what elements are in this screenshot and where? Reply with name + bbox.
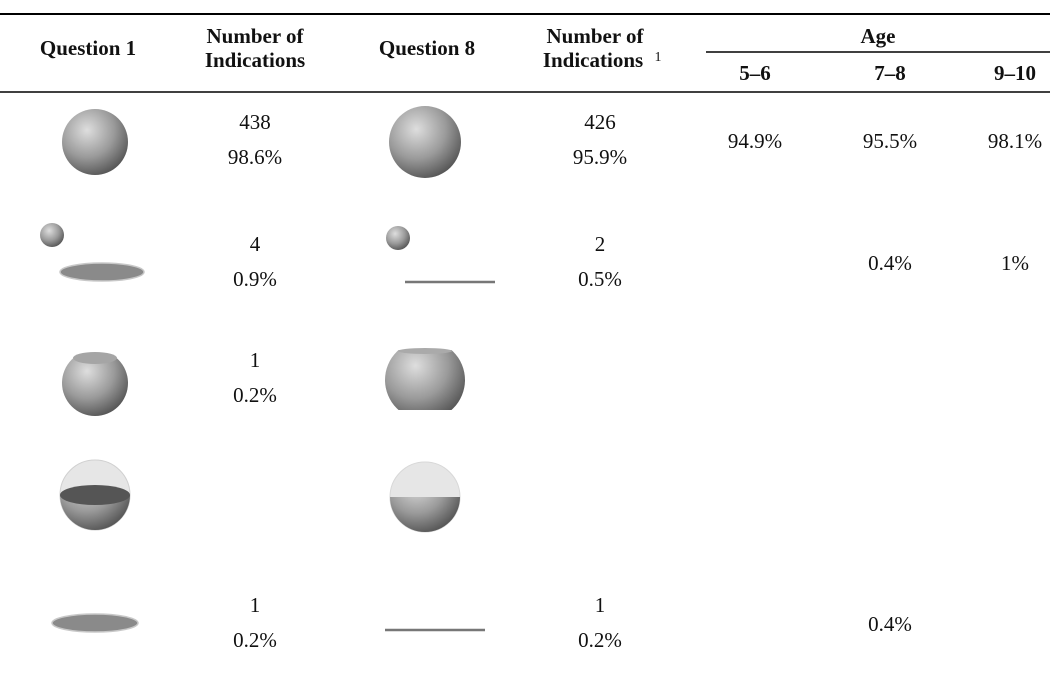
cell: 4 xyxy=(250,232,261,256)
disk xyxy=(51,613,139,633)
header-cell: Number of xyxy=(546,24,644,48)
cut-sphere xyxy=(62,357,128,416)
header-cell: Age xyxy=(861,24,896,48)
cell: 0.2% xyxy=(233,628,277,652)
small-sphere xyxy=(40,223,64,247)
cell: 1 xyxy=(595,593,606,617)
cell: 95.5% xyxy=(863,129,917,153)
hemisphere xyxy=(390,497,460,532)
cell: 1% xyxy=(1001,251,1029,275)
cut-face xyxy=(73,352,117,364)
sphere xyxy=(62,109,128,175)
cell: 2 xyxy=(595,232,606,256)
cell: 98.6% xyxy=(228,145,282,169)
disk xyxy=(59,262,145,282)
cell: 426 xyxy=(584,110,616,134)
header-cell: Indications xyxy=(543,48,643,72)
header-cell: Question 8 xyxy=(379,36,475,60)
barrel xyxy=(385,350,465,410)
sphere xyxy=(389,106,461,178)
cell: 0.4% xyxy=(868,251,912,275)
cut-face xyxy=(60,485,130,505)
cell: 1 xyxy=(250,593,261,617)
cell: 438 xyxy=(239,110,271,134)
footnote-mark: 1 xyxy=(655,50,662,65)
cell: 0.5% xyxy=(578,267,622,291)
header-cell: Number of xyxy=(206,24,304,48)
cell: 98.1% xyxy=(988,129,1042,153)
cell: 0.9% xyxy=(233,267,277,291)
cut-face xyxy=(398,348,452,354)
shapes xyxy=(40,106,495,633)
small-sphere xyxy=(386,226,410,250)
header-cell: Indications xyxy=(205,48,305,72)
cell: 1 xyxy=(250,348,261,372)
cell: 0.4% xyxy=(868,612,912,636)
hemisphere xyxy=(60,495,130,530)
cell: 0.2% xyxy=(578,628,622,652)
cell: 94.9% xyxy=(728,129,782,153)
header-cell: 9–10 xyxy=(994,61,1036,85)
header-cell: 5–6 xyxy=(739,61,771,85)
header-cell: Question 1 xyxy=(40,36,136,60)
header-cell: 7–8 xyxy=(874,61,906,85)
cell: 95.9% xyxy=(573,145,627,169)
cell: 0.2% xyxy=(233,383,277,407)
